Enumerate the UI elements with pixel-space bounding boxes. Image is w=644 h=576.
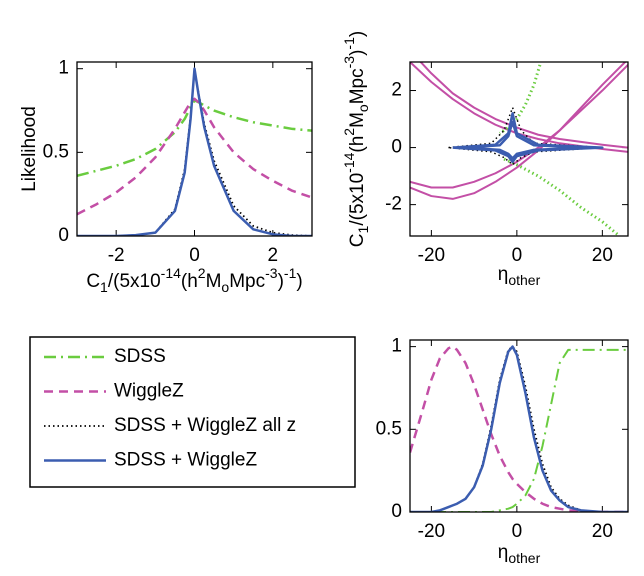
y-tick-label: 0 xyxy=(391,137,402,158)
label-part: ) xyxy=(347,50,368,56)
label-part: 1 xyxy=(355,225,371,233)
x-tick-label: 0 xyxy=(512,521,523,542)
legend: SDSS WiggleZ SDSS + WiggleZ all z SDSS + Wi… xyxy=(29,336,356,488)
label-part: C xyxy=(86,271,100,292)
x-tick-label: 20 xyxy=(592,521,613,542)
series-line xyxy=(452,112,604,164)
legend-label: WiggleZ xyxy=(114,381,184,402)
x-axis-label: ηother xyxy=(498,542,541,566)
y-tick-label: 1 xyxy=(391,336,402,357)
axes-frame xyxy=(409,61,629,237)
label-part: η xyxy=(498,542,509,563)
label-part: 1 xyxy=(100,279,108,295)
label-part: /(5x10 xyxy=(347,173,368,226)
x-tick-label: 0 xyxy=(512,245,523,266)
x-tick-label: -20 xyxy=(418,521,445,542)
label-part: -1 xyxy=(341,37,357,50)
y-tick-label: 0 xyxy=(58,225,69,246)
y-tick-label: 2 xyxy=(391,80,402,101)
y-tick-label: 0.5 xyxy=(376,418,402,439)
x-tick-label: 2 xyxy=(268,245,279,266)
legend-box xyxy=(29,336,356,488)
label-part: ) xyxy=(296,271,302,292)
y-tick-label: 0.5 xyxy=(43,141,69,162)
x-tick-label: -2 xyxy=(108,245,125,266)
y-axis-label: C1/(5x10-14(h2MoMpc-3)-1) xyxy=(341,31,371,247)
label-part: other xyxy=(508,272,540,288)
y-tick-label: -2 xyxy=(385,194,402,215)
x-axis-label: ηother xyxy=(498,264,541,288)
x-tick-label: 0 xyxy=(189,245,200,266)
label-part: -3 xyxy=(341,56,357,69)
y-tick-label: 0 xyxy=(391,501,402,522)
plot-area xyxy=(410,62,628,236)
label-part: ) xyxy=(347,31,368,37)
label-part: -14 xyxy=(161,265,181,281)
series-line xyxy=(77,97,312,216)
label-part: η xyxy=(498,264,509,285)
x-tick-label: -20 xyxy=(418,245,445,266)
series-line xyxy=(77,99,312,177)
label-part: Mpc xyxy=(229,271,265,292)
legend-label: SDSS + WiggleZ all z xyxy=(114,415,296,436)
label-part: o xyxy=(355,104,371,112)
label-part: -1 xyxy=(284,265,297,281)
label-part: 2 xyxy=(341,128,357,136)
label-part: o xyxy=(221,279,229,295)
x-tick-label: 20 xyxy=(592,245,613,266)
series-line xyxy=(410,62,627,200)
series-line xyxy=(498,62,543,135)
axes-frame xyxy=(409,339,629,513)
label-part: 2 xyxy=(198,265,206,281)
label-part: M xyxy=(347,112,368,128)
series-line xyxy=(410,345,628,512)
label-part: -14 xyxy=(341,152,357,172)
series-line xyxy=(410,64,628,189)
y-tick-label: 1 xyxy=(58,58,69,79)
label-part: Mpc xyxy=(347,68,368,104)
legend-label: SDSS xyxy=(114,346,166,367)
series-line xyxy=(77,67,312,236)
label-part: -3 xyxy=(265,265,278,281)
axes-frame xyxy=(76,61,313,237)
label-part: M xyxy=(206,271,222,292)
series-line xyxy=(503,157,621,236)
label-part: (h xyxy=(347,136,368,153)
label-part: C xyxy=(347,233,368,247)
series-line xyxy=(465,120,587,160)
x-axis-label: C1/(5x10-14(h2MoMpc-3)-1) xyxy=(86,265,302,295)
legend-label: SDSS + WiggleZ xyxy=(114,450,257,471)
label-part: ) xyxy=(278,271,284,292)
series-line xyxy=(410,345,628,512)
plot-area xyxy=(410,345,628,512)
y-axis-label: Likelihood xyxy=(19,106,40,192)
label-part: /(5x10 xyxy=(108,271,161,292)
plot-area xyxy=(77,67,312,236)
label-part: other xyxy=(508,550,540,566)
label-part: (h xyxy=(181,271,198,292)
series-line xyxy=(77,69,312,236)
